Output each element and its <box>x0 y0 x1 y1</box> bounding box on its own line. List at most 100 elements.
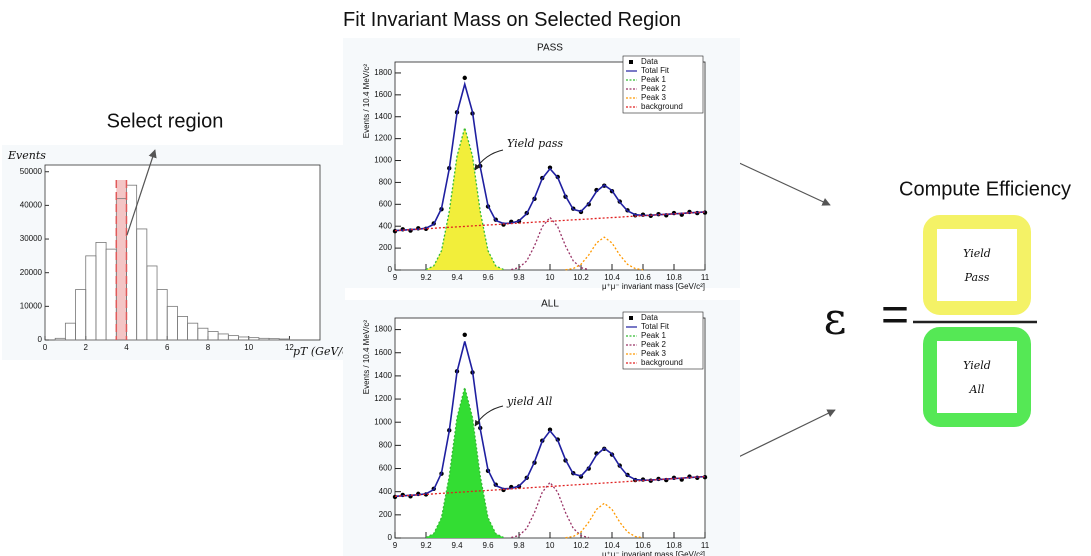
y-tick-label: 0 <box>38 335 43 344</box>
y-tick-label: 1400 <box>374 371 392 380</box>
y-tick-label: 40000 <box>20 200 43 209</box>
x-tick-label: 9.6 <box>482 541 494 550</box>
x-tick-label: 10.2 <box>573 273 589 282</box>
formula: ε = Yield Pass Yield All <box>824 215 1037 427</box>
x-tick-label: 9.8 <box>513 541 525 550</box>
histogram-frame <box>44 164 321 341</box>
legend-label: Peak 2 <box>641 340 666 349</box>
x-tick-label: 9.4 <box>451 273 463 282</box>
x-tick-label: 9.2 <box>420 541 432 550</box>
y-tick-label: 1000 <box>374 156 392 165</box>
x-tick-label: 10.8 <box>666 541 682 550</box>
x-tick-label: 9.2 <box>420 273 432 282</box>
legend-swatch <box>629 316 633 320</box>
x-tick-label: 4 <box>124 343 129 352</box>
legend-label: background <box>641 358 683 367</box>
x-tick-label: 11 <box>701 541 710 550</box>
fit-plot: ALL 0 200 400 600 800 1000 1200 1400 1600 1800 9 9.2… <box>343 299 740 556</box>
x-tick-label: 6 <box>165 343 170 352</box>
numerator-inner <box>937 229 1017 301</box>
numerator-text: Yield <box>963 247 991 260</box>
x-tick-label: 10.6 <box>635 273 651 282</box>
y-tick-label: 1600 <box>374 90 392 99</box>
select-title: Select region <box>107 110 224 132</box>
legend-label: Peak 2 <box>641 84 666 93</box>
plot-title: PASS <box>537 43 563 54</box>
annotation-arrow <box>474 405 504 427</box>
legend-label: Peak 1 <box>641 331 666 340</box>
legend <box>622 311 704 370</box>
numerator-box <box>923 215 1031 315</box>
numerator-text: Pass <box>964 271 990 284</box>
y-tick-label: 1800 <box>374 325 392 334</box>
y-tick-label: 1600 <box>374 348 392 357</box>
select-arrow <box>126 149 157 236</box>
data-point <box>462 332 467 337</box>
histogram: 0 10000 20000 30000 40000 50000 0 2 4 6 8 10 12 Event… <box>2 145 353 360</box>
data-point <box>462 75 467 81</box>
x-axis-label: μ⁺μ⁻ invariant mass [GeV/c²] <box>602 282 705 291</box>
annotation: yield All <box>506 395 553 408</box>
compute-title: Compute Efficiency <box>899 178 1071 200</box>
fit-curve <box>425 387 504 539</box>
x-tick-label: 10 <box>546 541 555 550</box>
y-axis-label: Events / 10.4 MeV/c² <box>362 320 371 395</box>
annotation: Yield pass <box>507 137 563 150</box>
x-tick-label: 10.4 <box>604 273 620 282</box>
selected-region <box>116 180 127 340</box>
x-tick-label: 10.2 <box>573 541 589 550</box>
y-tick-label: 50000 <box>20 167 43 176</box>
x-tick-label: 10.6 <box>635 541 651 550</box>
plot-title: ALL <box>541 299 559 310</box>
legend-label: Peak 3 <box>641 93 666 102</box>
legend-label: Data <box>641 57 658 66</box>
fit-curve <box>394 81 706 232</box>
fit-curve <box>565 502 644 539</box>
y-tick-label: 600 <box>379 464 393 473</box>
arrow-all <box>721 409 836 466</box>
x-tick-label: 10.4 <box>604 541 620 550</box>
x-tick-label: 0 <box>43 343 48 352</box>
x-axis-label: pT (GeV/c) <box>293 345 353 358</box>
x-tick-label: 10 <box>244 343 253 352</box>
epsilon: ε <box>824 294 847 345</box>
y-tick-label: 1200 <box>374 134 392 143</box>
legend-label: Total Fit <box>641 322 670 331</box>
equals: = <box>881 289 909 342</box>
legend-label: Data <box>641 313 658 322</box>
x-tick-label: 8 <box>206 343 211 352</box>
legend-label: Peak 3 <box>641 349 666 358</box>
x-tick-label: 9 <box>393 273 398 282</box>
denominator-text: Yield <box>963 359 991 372</box>
y-tick-label: 1800 <box>374 68 392 77</box>
denominator-inner <box>937 341 1017 413</box>
y-tick-label: 0 <box>388 265 393 274</box>
y-tick-label: 400 <box>379 221 393 230</box>
x-tick-label: 10.8 <box>666 273 682 282</box>
histogram-bar <box>278 338 290 341</box>
y-tick-label: 1000 <box>374 417 392 426</box>
y-tick-label: 0 <box>388 533 393 542</box>
x-tick-label: 9.8 <box>513 273 525 282</box>
x-tick-label: 2 <box>84 343 89 352</box>
x-tick-label: 9.4 <box>451 541 463 550</box>
fit-curve <box>511 481 589 539</box>
fit-plot: PASS 0 200 400 600 800 1000 1200 1400 1600 1800 9 9.… <box>343 38 740 291</box>
y-tick-label: 200 <box>379 510 393 519</box>
fit-curve <box>394 341 706 498</box>
y-tick-label: 1400 <box>374 112 392 121</box>
x-tick-label: 12 <box>285 343 294 352</box>
y-tick-label: 200 <box>379 243 393 252</box>
y-tick-label: 600 <box>379 199 393 208</box>
legend-swatch <box>629 60 633 64</box>
legend-label: Total Fit <box>641 66 670 75</box>
y-tick-label: 10000 <box>20 301 43 310</box>
x-tick-label: 9 <box>393 541 398 550</box>
x-tick-label: 11 <box>701 273 710 282</box>
denominator-text: All <box>969 383 985 396</box>
peak-fill <box>426 127 504 271</box>
y-tick-label: 800 <box>379 440 393 449</box>
annotation-arrow <box>474 149 504 171</box>
